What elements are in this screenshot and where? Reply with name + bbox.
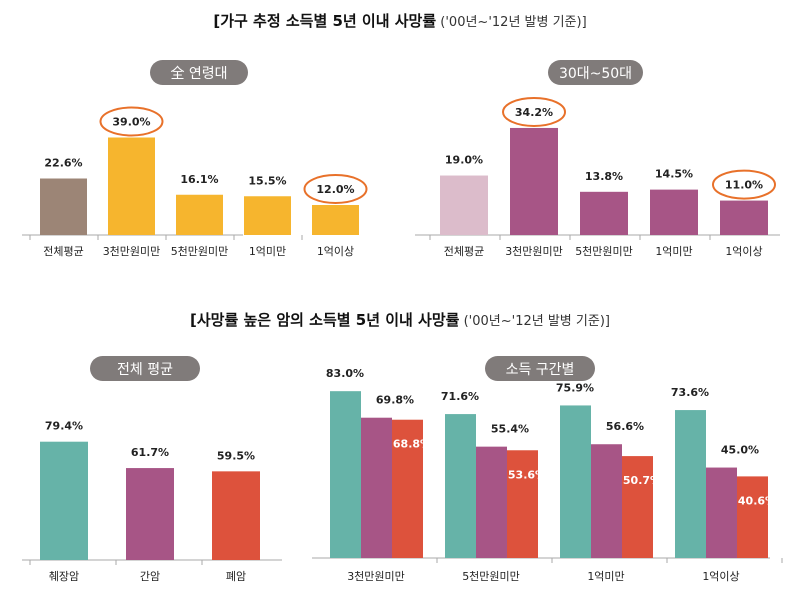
bar [108,137,155,235]
tick-label: 간암 [140,570,160,583]
data-label: 19.0% [445,154,483,167]
bar [244,196,291,235]
data-label: 50.7% [623,474,661,487]
highlight-circle [502,96,566,127]
data-label: 71.6% [441,390,479,403]
bar [675,410,706,558]
highlight-circle [712,169,776,200]
data-label: 55.4% [491,423,529,436]
bar [40,178,87,235]
bar [212,471,260,560]
tick-label: 5천만원미만 [171,244,229,258]
bar [445,414,476,558]
top-title-sub: ('00년~'12년 발병 기준)] [436,15,587,30]
bar [560,405,591,558]
chart1-pill [548,60,643,85]
chart2-pill-label: 전체 평균 [117,362,173,378]
bar [126,468,174,560]
bar [580,191,628,235]
bottom-title: [사망률 높은 암의 소득별 5년 이내 사망률 ('00년~'12년 발병 기… [0,309,800,330]
data-label: 16.1% [180,173,218,186]
bar [737,476,768,558]
data-label: 15.5% [248,174,286,187]
data-label: 13.8% [585,170,623,183]
tick-label: 1억이상 [702,570,739,583]
data-label: 83.0% [326,367,364,380]
tick-label: 3천만원미만 [347,569,405,583]
bar [706,467,737,558]
data-label: 79.4% [45,420,83,433]
chart1-pill-label: 30대~50대 [559,66,632,82]
data-label: 75.9% [556,381,594,394]
bar [176,194,223,235]
chart0-pill-label: 全 연령대 [170,65,227,82]
tick-label: 폐암 [226,570,246,583]
bar [507,450,538,558]
bar [440,175,488,235]
chart3-pill-label: 소득 구간별 [506,362,575,378]
tick-label: 3천만원미만 [505,244,563,258]
data-label: 53.6% [508,468,546,481]
bar [312,205,359,235]
bar [392,419,423,558]
bottom-title-main: [사망률 높은 암의 소득별 5년 이내 사망률 [190,311,460,329]
tick-label: 1억이상 [317,245,354,258]
tick-label: 3천만원미만 [103,244,161,258]
highlight-circle [99,106,164,137]
chart2-pill [90,356,200,381]
bar [720,200,768,235]
data-label: 61.7% [131,446,169,459]
highlight-circle [303,174,368,204]
bar [476,446,507,558]
data-label: 40.6% [738,494,776,507]
bar [361,417,392,558]
data-label: 34.2% [515,106,553,119]
tick-label: 5천만원미만 [462,569,520,583]
tick-label: 5천만원미만 [575,244,633,258]
data-label: 11.0% [725,179,763,192]
bar [622,456,653,558]
bar [510,127,558,235]
bar [591,444,622,558]
top-title-main: [가구 추정 소득별 5년 이내 사망률 [213,12,437,30]
tick-label: 1억미만 [655,245,692,258]
data-label: 56.6% [606,420,644,433]
data-label: 14.5% [655,168,693,181]
bar [330,391,361,558]
data-label: 69.8% [376,394,414,407]
tick-label: 췌장암 [49,570,79,583]
data-label: 12.0% [316,183,354,196]
bar [650,189,698,235]
data-label: 39.0% [112,116,150,129]
chart3-pill [485,356,595,381]
top-title: [가구 추정 소득별 5년 이내 사망률 ('00년~'12년 발병 기준)] [0,10,800,31]
tick-label: 전체평균 [444,245,484,258]
data-label: 73.6% [671,386,709,399]
data-label: 68.8% [393,438,431,451]
data-label: 22.6% [44,157,82,170]
tick-label: 전체평균 [43,245,83,258]
chart0-pill [150,60,248,85]
data-label: 59.5% [217,449,255,462]
bottom-title-sub: ('00년~'12년 발병 기준)] [459,314,610,329]
bar [40,441,88,560]
data-label: 45.0% [721,444,759,457]
tick-label: 1억이상 [725,245,762,258]
tick-label: 1억미만 [249,245,286,258]
tick-label: 1억미만 [587,570,624,583]
